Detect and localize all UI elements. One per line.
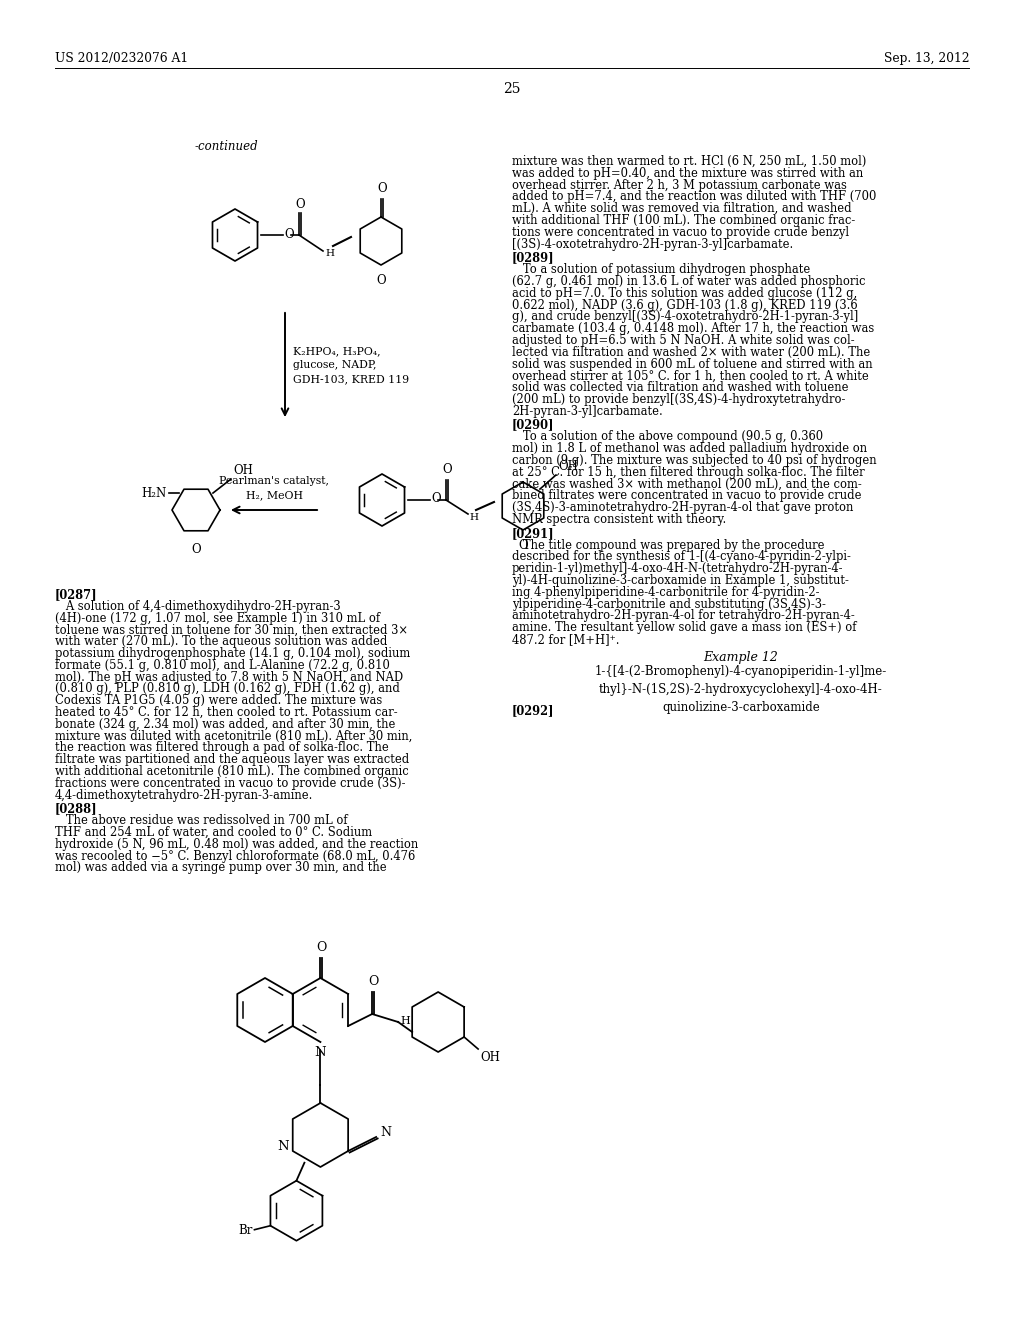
Text: toluene was stirred in toluene for 30 min, then extracted 3×: toluene was stirred in toluene for 30 mi… bbox=[55, 623, 408, 636]
Text: Example 12: Example 12 bbox=[703, 651, 778, 664]
Text: hydroxide (5 N, 96 mL, 0.48 mol) was added, and the reaction: hydroxide (5 N, 96 mL, 0.48 mol) was add… bbox=[55, 838, 418, 851]
Text: THF and 254 mL of water, and cooled to 0° C. Sodium: THF and 254 mL of water, and cooled to 0… bbox=[55, 826, 372, 840]
Text: 0.622 mol), NADP (3.6 g), GDH-103 (1.8 g), KRED 119 (3.6: 0.622 mol), NADP (3.6 g), GDH-103 (1.8 g… bbox=[512, 298, 858, 312]
Text: filtrate was partitioned and the aqueous layer was extracted: filtrate was partitioned and the aqueous… bbox=[55, 754, 410, 766]
Text: 1-{[4-(2-Bromophenyl)-4-cyanopiperidin-1-yl]me-
thyl}-N-(1S,2S)-2-hydroxycyclohe: 1-{[4-(2-Bromophenyl)-4-cyanopiperidin-1… bbox=[595, 664, 887, 714]
Text: lected via filtration and washed 2× with water (200 mL). The: lected via filtration and washed 2× with… bbox=[512, 346, 870, 359]
Text: H: H bbox=[469, 513, 478, 521]
Text: (3S,4S)-3-aminotetrahydro-2H-pyran-4-ol that gave proton: (3S,4S)-3-aminotetrahydro-2H-pyran-4-ol … bbox=[512, 502, 853, 515]
Text: at 25° C. for 15 h, then filtered through solka-floc. The filter: at 25° C. for 15 h, then filtered throug… bbox=[512, 466, 864, 479]
Text: US 2012/0232076 A1: US 2012/0232076 A1 bbox=[55, 51, 188, 65]
Text: was added to pH=0.40, and the mixture was stirred with an: was added to pH=0.40, and the mixture wa… bbox=[512, 166, 863, 180]
Text: overhead stirrer at 105° C. for 1 h, then cooled to rt. A white: overhead stirrer at 105° C. for 1 h, the… bbox=[512, 370, 868, 383]
Text: (62.7 g, 0.461 mol) in 13.6 L of water was added phosphoric: (62.7 g, 0.461 mol) in 13.6 L of water w… bbox=[512, 275, 865, 288]
Text: was recooled to −5° C. Benzyl chloroformate (68.0 mL, 0.476: was recooled to −5° C. Benzyl chloroform… bbox=[55, 850, 416, 862]
Text: mol). The pH was adjusted to 7.8 with 5 N NaOH, and NAD: mol). The pH was adjusted to 7.8 with 5 … bbox=[55, 671, 403, 684]
Text: (4H)-one (172 g, 1.07 mol, see Example 1) in 310 mL of: (4H)-one (172 g, 1.07 mol, see Example 1… bbox=[55, 611, 380, 624]
Text: mL). A white solid was removed via filtration, and washed: mL). A white solid was removed via filtr… bbox=[512, 202, 852, 215]
Text: cake was washed 3× with methanol (200 mL), and the com-: cake was washed 3× with methanol (200 mL… bbox=[512, 478, 862, 491]
Text: Br: Br bbox=[238, 1224, 253, 1237]
Text: 487.2 for [M+H]⁺.: 487.2 for [M+H]⁺. bbox=[512, 634, 620, 645]
Text: To a solution of the above compound (90.5 g, 0.360: To a solution of the above compound (90.… bbox=[512, 430, 823, 444]
Text: O: O bbox=[442, 463, 452, 477]
Text: (200 mL) to provide benzyl[(3S,4S)-4-hydroxytetrahydro-: (200 mL) to provide benzyl[(3S,4S)-4-hyd… bbox=[512, 393, 846, 407]
Text: Sep. 13, 2012: Sep. 13, 2012 bbox=[885, 51, 970, 65]
Text: carbamate (103.4 g, 0.4148 mol). After 17 h, the reaction was: carbamate (103.4 g, 0.4148 mol). After 1… bbox=[512, 322, 874, 335]
Text: mol) in 1.8 L of methanol was added palladium hydroxide on: mol) in 1.8 L of methanol was added pall… bbox=[512, 442, 867, 455]
Text: O: O bbox=[191, 543, 201, 556]
Text: [0292]: [0292] bbox=[512, 704, 555, 717]
Text: with additional THF (100 mL). The combined organic frac-: with additional THF (100 mL). The combin… bbox=[512, 214, 855, 227]
Text: H₂N: H₂N bbox=[141, 487, 167, 499]
Text: overhead stirrer. After 2 h, 3 M potassium carbonate was: overhead stirrer. After 2 h, 3 M potassi… bbox=[512, 178, 847, 191]
Text: -continued: -continued bbox=[195, 140, 259, 153]
Text: OH: OH bbox=[480, 1051, 500, 1064]
Text: NMR spectra consistent with theory.: NMR spectra consistent with theory. bbox=[512, 513, 726, 525]
Text: [0287]: [0287] bbox=[55, 587, 97, 601]
Text: O: O bbox=[431, 492, 440, 506]
Text: amine. The resultant yellow solid gave a mass ion (ES+) of: amine. The resultant yellow solid gave a… bbox=[512, 622, 856, 634]
Text: H: H bbox=[325, 249, 334, 257]
Text: added to pH=7.4, and the reaction was diluted with THF (700: added to pH=7.4, and the reaction was di… bbox=[512, 190, 877, 203]
Text: O: O bbox=[284, 227, 294, 240]
Text: N: N bbox=[314, 1045, 327, 1059]
Text: OH: OH bbox=[558, 461, 578, 473]
Text: ing 4-phenylpiperidine-4-carbonitrile for 4-pyridin-2-: ing 4-phenylpiperidine-4-carbonitrile fo… bbox=[512, 586, 819, 599]
Text: adjusted to pH=6.5 with 5 N NaOH. A white solid was col-: adjusted to pH=6.5 with 5 N NaOH. A whit… bbox=[512, 334, 855, 347]
Text: O: O bbox=[518, 539, 527, 552]
Text: [0290]: [0290] bbox=[512, 418, 555, 432]
Text: O: O bbox=[295, 198, 305, 211]
Text: 2H-pyran-3-yl]carbamate.: 2H-pyran-3-yl]carbamate. bbox=[512, 405, 663, 418]
Text: [(3S)-4-oxotetrahydro-2H-pyran-3-yl]carbamate.: [(3S)-4-oxotetrahydro-2H-pyran-3-yl]carb… bbox=[512, 238, 794, 251]
Text: solid was suspended in 600 mL of toluene and stirred with an: solid was suspended in 600 mL of toluene… bbox=[512, 358, 872, 371]
Text: mol) was added via a syringe pump over 30 min, and the: mol) was added via a syringe pump over 3… bbox=[55, 862, 387, 874]
Text: The title compound was prepared by the procedure: The title compound was prepared by the p… bbox=[512, 539, 824, 552]
Text: g), and crude benzyl[(3S)-4-oxotetrahydro-2H-1-pyran-3-yl]: g), and crude benzyl[(3S)-4-oxotetrahydr… bbox=[512, 310, 858, 323]
Text: N: N bbox=[278, 1140, 289, 1154]
Text: H: H bbox=[400, 1016, 410, 1026]
Text: formate (55.1 g, 0.810 mol), and L-Alanine (72.2 g, 0.810: formate (55.1 g, 0.810 mol), and L-Alani… bbox=[55, 659, 390, 672]
Text: heated to 45° C. for 12 h, then cooled to rt. Potassium car-: heated to 45° C. for 12 h, then cooled t… bbox=[55, 706, 397, 719]
Text: The above residue was redissolved in 700 mL of: The above residue was redissolved in 700… bbox=[55, 814, 347, 828]
Text: O: O bbox=[376, 275, 386, 286]
Text: (0.810 g), PLP (0.810 g), LDH (0.162 g), FDH (1.62 g), and: (0.810 g), PLP (0.810 g), LDH (0.162 g),… bbox=[55, 682, 400, 696]
Text: peridin-1-yl)methyl]-4-oxo-4H-N-(tetrahydro-2H-pyran-4-: peridin-1-yl)methyl]-4-oxo-4H-N-(tetrahy… bbox=[512, 562, 844, 576]
Text: Pearlman's catalyst,
H₂, MeOH: Pearlman's catalyst, H₂, MeOH bbox=[219, 477, 329, 500]
Text: ylpiperidine-4-carbonitrile and substituting (3S,4S)-3-: ylpiperidine-4-carbonitrile and substitu… bbox=[512, 598, 826, 611]
Text: N: N bbox=[380, 1126, 391, 1139]
Text: 4,4-dimethoxytetrahydro-2H-pyran-3-amine.: 4,4-dimethoxytetrahydro-2H-pyran-3-amine… bbox=[55, 788, 313, 801]
Text: mixture was diluted with acetonitrile (810 mL). After 30 min,: mixture was diluted with acetonitrile (8… bbox=[55, 730, 413, 743]
Text: O: O bbox=[316, 941, 327, 954]
Text: potassium dihydrogenphosphate (14.1 g, 0.104 mol), sodium: potassium dihydrogenphosphate (14.1 g, 0… bbox=[55, 647, 411, 660]
Text: Codexis TA P1G5 (4.05 g) were added. The mixture was: Codexis TA P1G5 (4.05 g) were added. The… bbox=[55, 694, 382, 708]
Text: fractions were concentrated in vacuo to provide crude (3S)-: fractions were concentrated in vacuo to … bbox=[55, 776, 406, 789]
Text: [0289]: [0289] bbox=[512, 251, 555, 264]
Text: aminotetrahydro-2H-pyran-4-ol for tetrahydro-2H-pyran-4-: aminotetrahydro-2H-pyran-4-ol for tetrah… bbox=[512, 610, 855, 623]
Text: To a solution of potassium dihydrogen phosphate: To a solution of potassium dihydrogen ph… bbox=[512, 263, 810, 276]
Text: solid was collected via filtration and washed with toluene: solid was collected via filtration and w… bbox=[512, 381, 849, 395]
Text: [0291]: [0291] bbox=[512, 527, 555, 540]
Text: OH: OH bbox=[233, 465, 253, 477]
Text: with additional acetonitrile (810 mL). The combined organic: with additional acetonitrile (810 mL). T… bbox=[55, 766, 409, 777]
Text: A solution of 4,4-dimethoxydihydro-2H-pyran-3: A solution of 4,4-dimethoxydihydro-2H-py… bbox=[55, 599, 341, 612]
Text: tions were concentrated in vacuo to provide crude benzyl: tions were concentrated in vacuo to prov… bbox=[512, 226, 849, 239]
Text: yl)-4H-quinolizine-3-carboxamide in Example 1, substitut-: yl)-4H-quinolizine-3-carboxamide in Exam… bbox=[512, 574, 849, 587]
Text: with water (270 mL). To the aqueous solution was added: with water (270 mL). To the aqueous solu… bbox=[55, 635, 387, 648]
Text: bonate (324 g, 2.34 mol) was added, and after 30 min, the: bonate (324 g, 2.34 mol) was added, and … bbox=[55, 718, 395, 731]
Text: acid to pH=7.0. To this solution was added glucose (112 g,: acid to pH=7.0. To this solution was add… bbox=[512, 286, 857, 300]
Text: bined filtrates were concentrated in vacuo to provide crude: bined filtrates were concentrated in vac… bbox=[512, 490, 861, 503]
Text: O: O bbox=[377, 182, 387, 195]
Text: 25: 25 bbox=[503, 82, 521, 96]
Text: [0288]: [0288] bbox=[55, 803, 97, 816]
Text: mixture was then warmed to rt. HCl (6 N, 250 mL, 1.50 mol): mixture was then warmed to rt. HCl (6 N,… bbox=[512, 154, 866, 168]
Text: described for the synthesis of 1-[(4-cyano-4-pyridin-2-ylpi-: described for the synthesis of 1-[(4-cya… bbox=[512, 550, 851, 564]
Text: the reaction was filtered through a pad of solka-floc. The: the reaction was filtered through a pad … bbox=[55, 742, 389, 755]
Text: O: O bbox=[368, 975, 378, 987]
Text: K₂HPO₄, H₃PO₄,
glucose, NADP,
GDH-103, KRED 119: K₂HPO₄, H₃PO₄, glucose, NADP, GDH-103, K… bbox=[293, 346, 410, 384]
Text: carbon (9 g). The mixture was subjected to 40 psi of hydrogen: carbon (9 g). The mixture was subjected … bbox=[512, 454, 877, 467]
